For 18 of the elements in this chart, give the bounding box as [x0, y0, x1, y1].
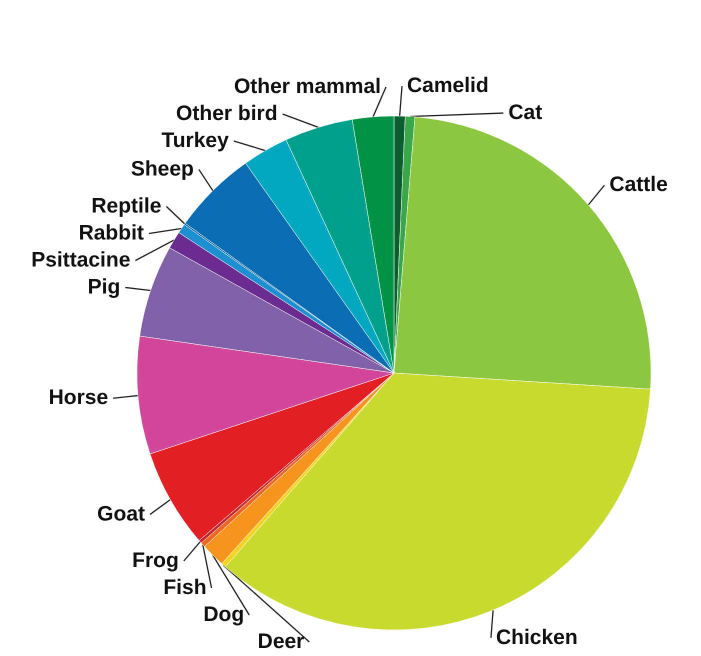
slice-label: Fish	[163, 576, 207, 599]
slice-label: Sheep	[130, 157, 194, 180]
slice-label: Goat	[97, 502, 146, 526]
slice-label: Cattle	[609, 173, 668, 196]
slice-label: Psittacine	[31, 248, 130, 272]
slice-label: Other bird	[176, 102, 278, 125]
slice-label: Dog	[203, 603, 244, 626]
slice-label: Camelid	[407, 74, 489, 98]
slice-label: Chicken	[496, 626, 578, 649]
slice-label: Frog	[132, 549, 179, 572]
slice-label: Other mammal	[234, 74, 381, 98]
slice-label: Rabbit	[78, 222, 144, 244]
slice-label: Turkey	[161, 128, 230, 152]
slice-label: Cat	[508, 101, 542, 124]
slice-label: Deer	[258, 630, 304, 653]
slice-label: Pig	[88, 276, 120, 298]
slice-label: Horse	[48, 386, 108, 410]
slice-label: Reptile	[91, 194, 162, 218]
